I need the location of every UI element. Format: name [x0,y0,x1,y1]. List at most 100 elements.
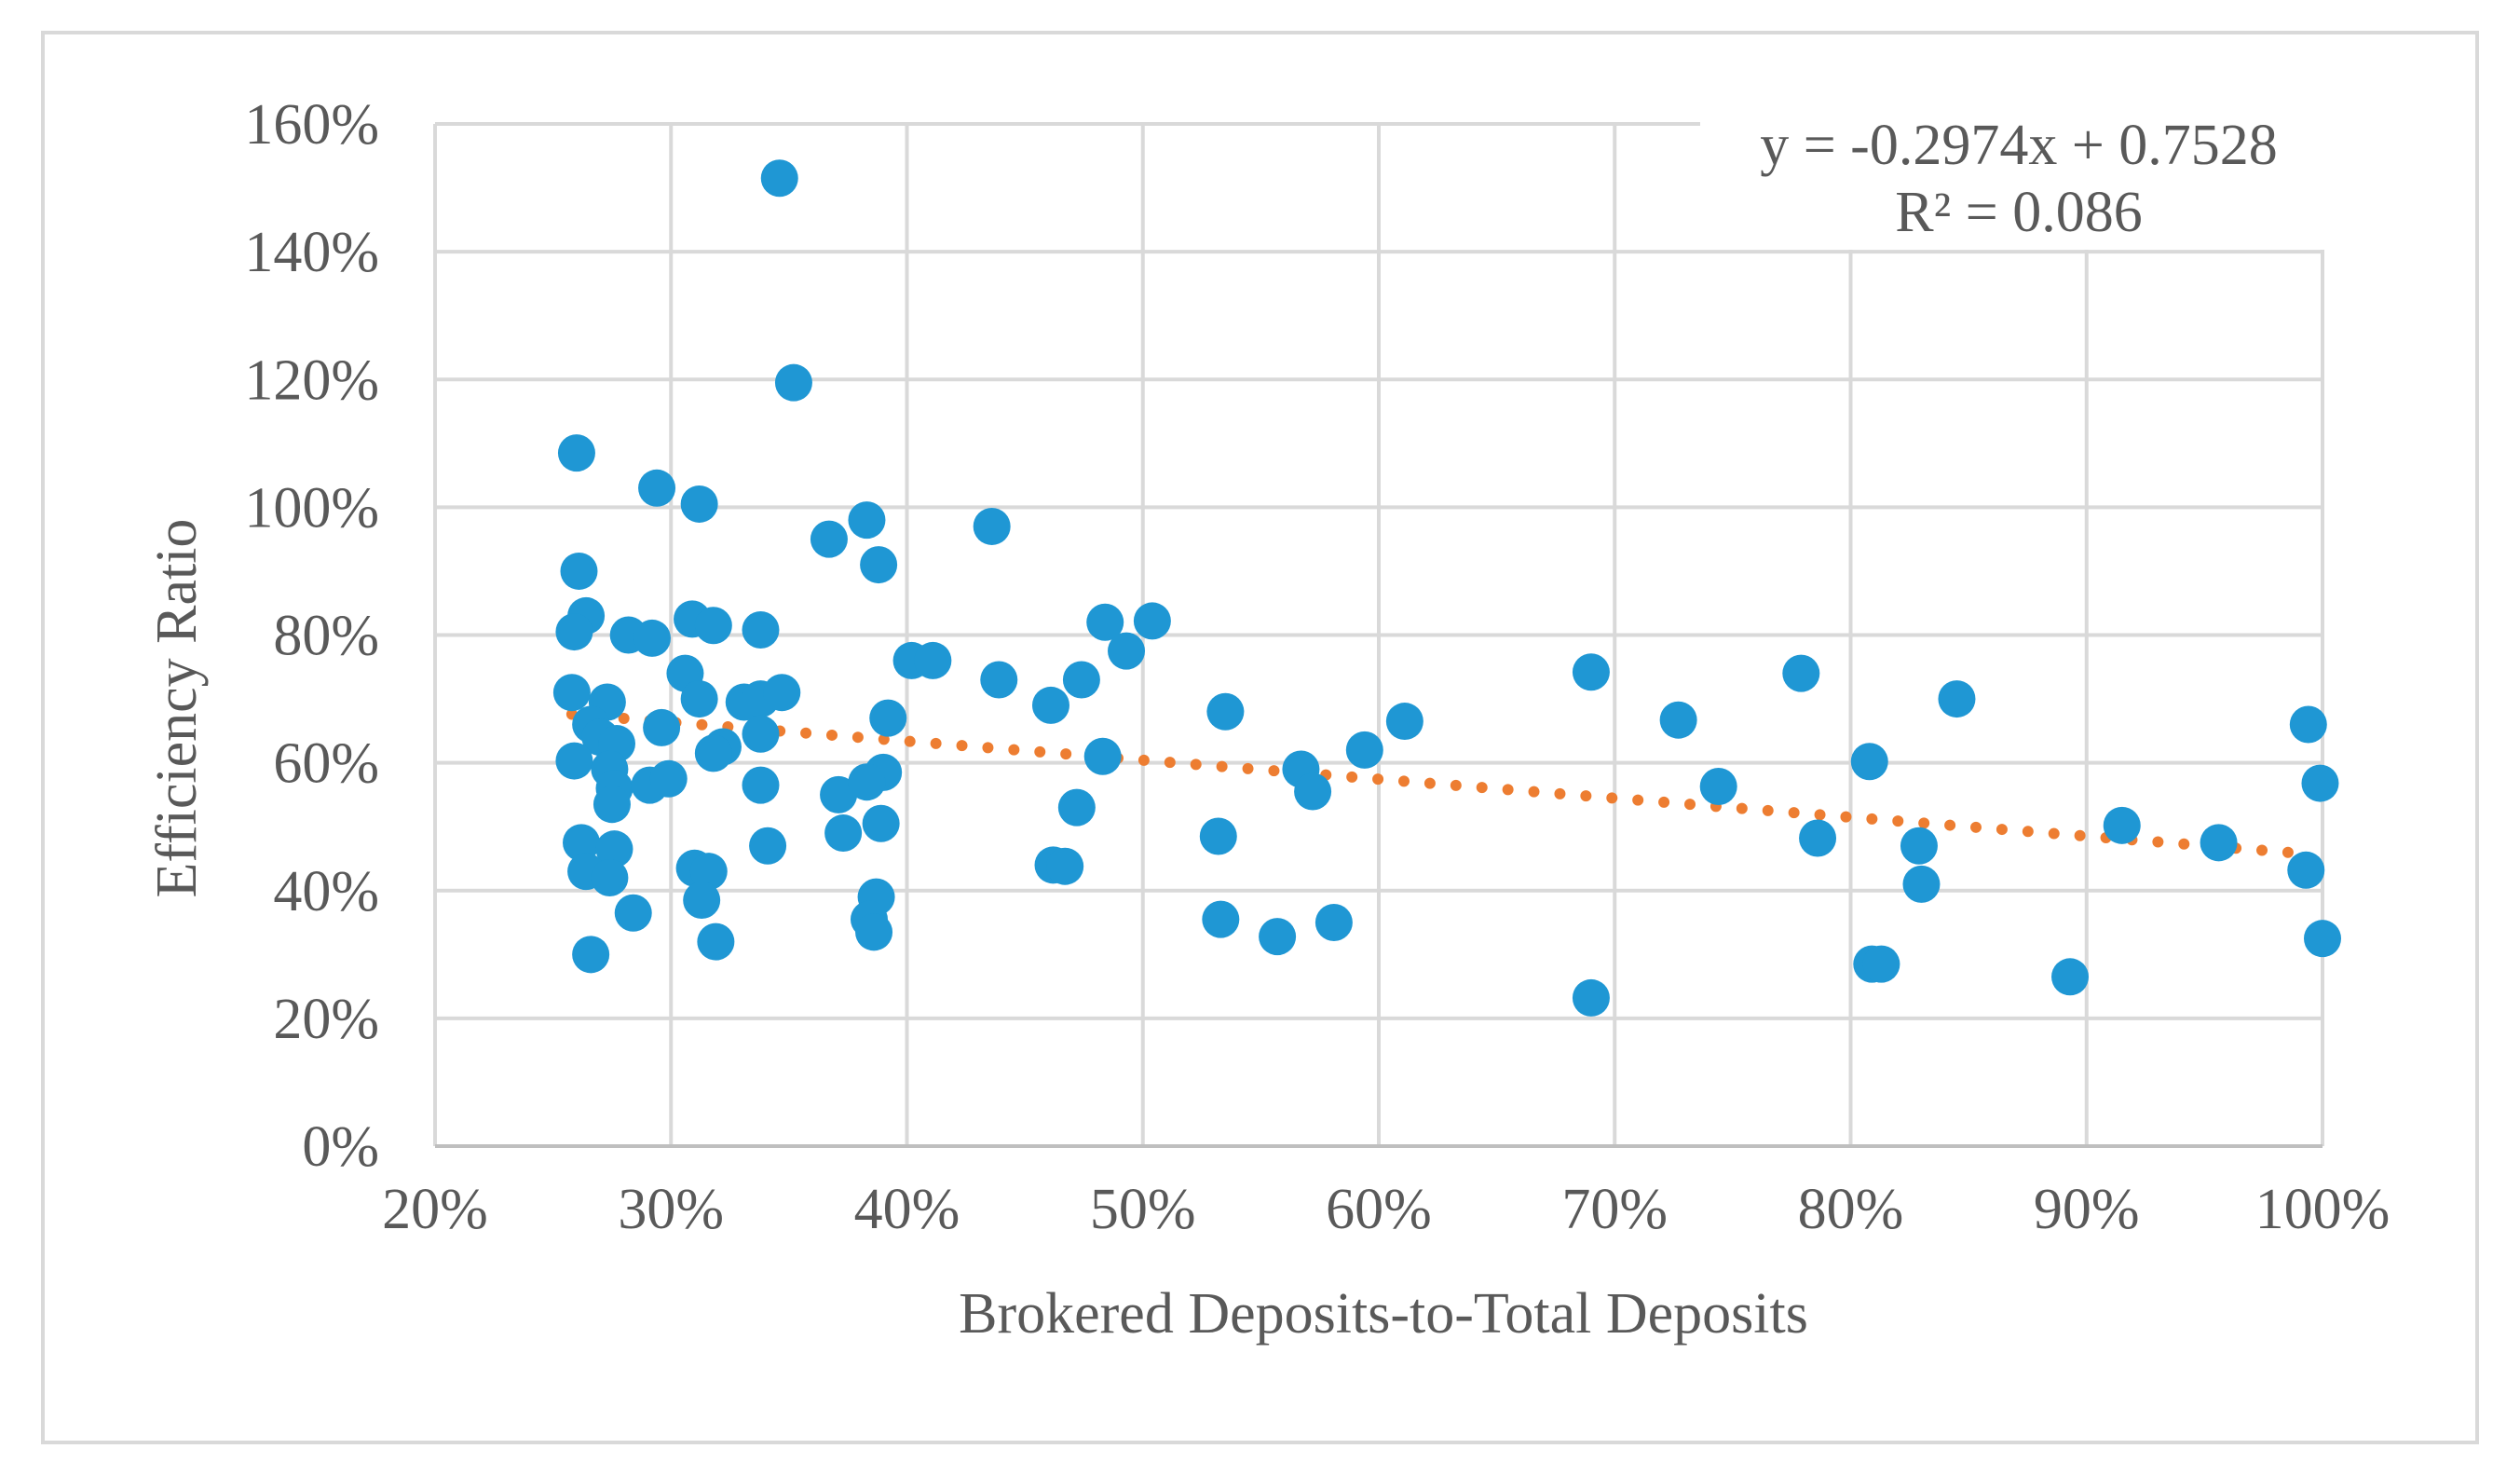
data-point [633,619,671,657]
data-point [1046,847,1084,885]
trendline [565,708,2317,860]
data-point [552,674,591,712]
data-point [1659,701,1697,739]
data-point [1385,703,1423,741]
data-point [760,159,798,198]
data-point [914,641,952,679]
data-point [749,827,787,865]
data-point [860,546,898,584]
data-point [855,913,893,951]
data-point [1572,978,1610,1017]
y-tick-label: 120% [244,348,379,412]
x-tick-label: 60% [1326,1178,1432,1241]
y-tick-label: 100% [244,476,379,540]
data-point [1782,654,1820,692]
x-tick-label: 20% [382,1178,488,1241]
data-point [1133,602,1171,640]
y-tick-label: 160% [244,93,379,157]
data-point [2304,920,2341,958]
data-point [563,824,601,862]
data-point [694,734,732,772]
data-point [1086,603,1124,641]
data-point [973,507,1011,545]
data-point [862,804,900,842]
data-point [683,882,721,920]
data-point [869,699,907,737]
x-tick-label: 70% [1561,1178,1668,1241]
data-point [1057,788,1096,827]
y-tick-label: 80% [273,605,379,668]
data-point [2289,705,2327,744]
y-tick-label: 20% [273,988,379,1051]
trendline-equation: y = -0.2974x + 0.7528 [1760,114,2278,177]
data-point [694,607,732,645]
data-point [591,859,629,897]
data-point [742,715,780,753]
data-point [742,766,780,804]
data-point [557,434,595,472]
y-tick-label: 0% [302,1115,379,1179]
data-point [820,775,858,813]
data-point [1345,731,1383,769]
x-tick-label: 90% [2034,1178,2140,1241]
data-point [1902,865,1941,903]
chart-frame [41,31,2479,1444]
x-tick-label: 80% [1798,1178,1904,1241]
data-point [1900,827,1938,865]
data-point [1259,918,1297,956]
data-point [1199,817,1237,855]
y-tick-label: 40% [273,860,379,923]
data-point [1294,772,1332,811]
data-point [2301,764,2339,802]
trendline-equation-box: y = -0.2974x + 0.7528 R² = 0.086 [1700,112,2324,250]
data-point [638,469,676,507]
data-point [1699,767,1737,805]
data-point [742,611,780,649]
data-point [595,830,633,868]
data-point [560,552,598,590]
data-point [680,680,718,718]
trendline-line [565,708,2317,860]
data-point [689,853,728,891]
axes [433,124,2322,1148]
data-point [2051,958,2090,996]
data-point [848,763,886,801]
data-point [1850,743,1888,781]
data-point [2200,824,2238,862]
x-tick-label: 100% [2255,1178,2391,1241]
y-tick-labels: 0% 20% 40% 60% 80% 100% 120% 140% 160% [244,93,379,1179]
data-point [1083,737,1122,775]
data-point [810,520,848,558]
data-point [848,501,886,540]
y-axis-title: Efficiency Ratio [145,519,209,898]
data-point [2103,806,2141,844]
data-points [552,159,2341,1017]
x-tick-label: 40% [854,1178,960,1241]
data-point [774,363,812,402]
data-point [980,661,1018,699]
data-point [649,759,688,798]
y-tick-label: 140% [244,221,379,284]
data-point [763,674,801,712]
x-tick-label: 30% [618,1178,724,1241]
data-point [572,936,610,974]
data-point [1206,692,1245,731]
data-point [1314,904,1353,942]
data-point [555,742,593,780]
data-point [614,894,652,932]
x-tick-label: 50% [1090,1178,1196,1241]
data-point [593,786,631,824]
y-tick-label: 60% [273,732,379,796]
x-axis-title: Brokered Deposits-to-Total Deposits [959,1282,1808,1346]
data-point [1202,900,1240,938]
data-point [1062,661,1100,699]
data-point [1862,945,1900,983]
data-point [643,708,681,746]
r-squared-label: R² = 0.086 [1895,181,2142,244]
data-point [2287,851,2325,889]
data-point [1799,819,1837,857]
x-tick-labels: 20% 30% 40% 50% 60% 70% 80% 90% 100% [382,1178,2390,1241]
data-point [1108,632,1146,670]
data-point [555,613,593,651]
